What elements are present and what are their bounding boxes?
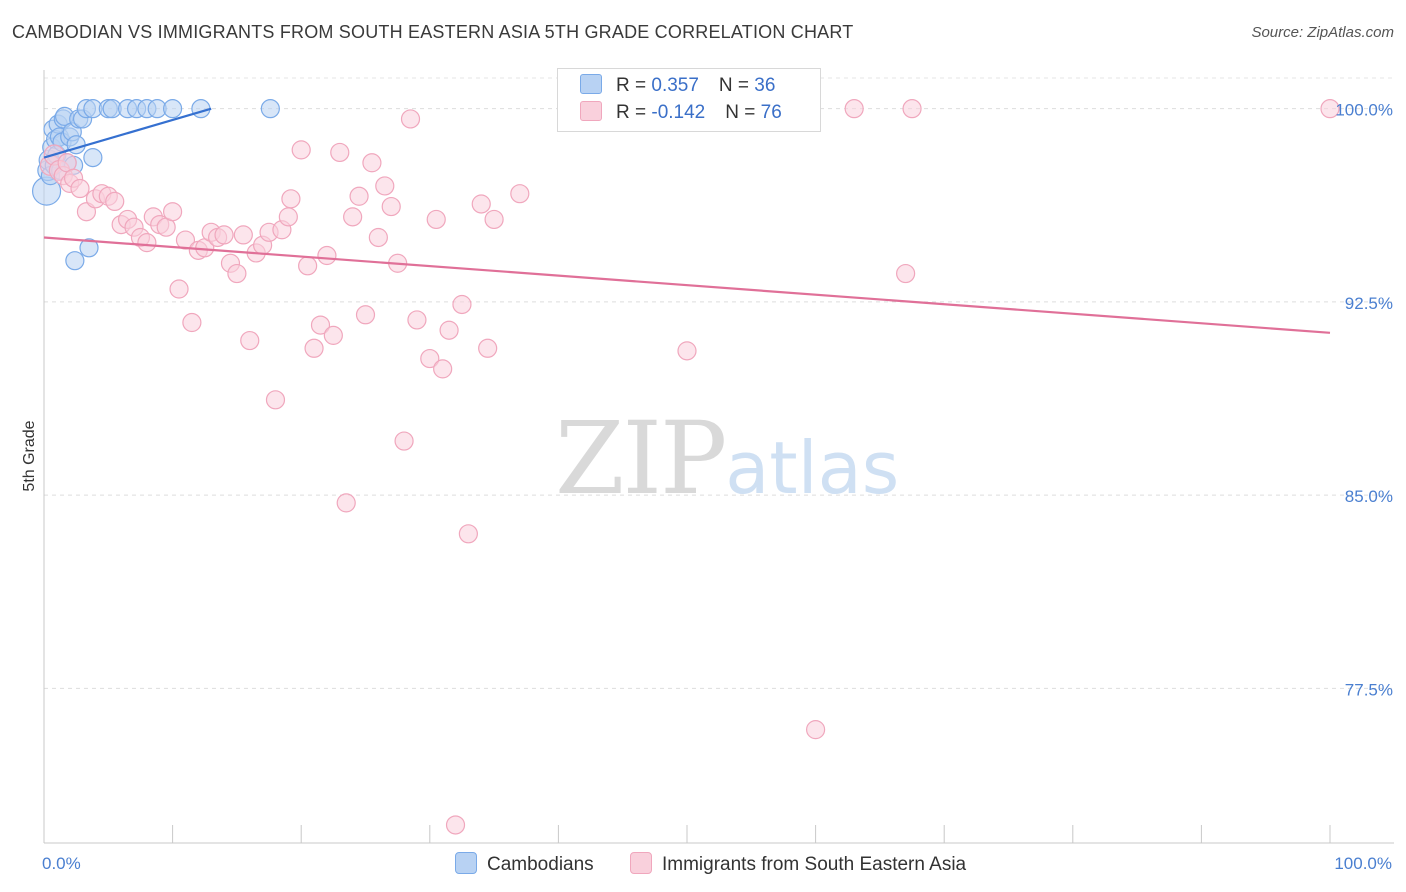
- immigrants-point: [896, 263, 916, 284]
- watermark: ZIPatlas: [555, 400, 899, 517]
- y-tick-label: 92.5%: [1345, 294, 1393, 313]
- cambodians-point: [260, 99, 280, 119]
- immigrants-point: [163, 202, 183, 222]
- y-axis-title: 5th Grade: [21, 420, 38, 491]
- immigrants-point: [278, 207, 298, 227]
- legend-box: R = 0.357 N = 36 R = -0.142 N = 76: [557, 68, 821, 132]
- series-layer: [31, 99, 1340, 835]
- immigrants-point: [355, 305, 376, 325]
- immigrants-point: [1320, 99, 1340, 119]
- immigrants-point: [105, 191, 125, 212]
- immigrants-point: [452, 294, 472, 315]
- source-label: Source: ZipAtlas.com: [1251, 24, 1394, 41]
- cambodians-point: [191, 99, 211, 119]
- legend-n-label: N =: [718, 75, 755, 96]
- immigrants-point: [233, 225, 253, 245]
- immigrants-point: [137, 233, 157, 253]
- immigrants-point: [310, 315, 331, 335]
- immigrants-point: [343, 207, 363, 227]
- immigrants-point: [433, 359, 453, 379]
- legend-r-label: R =: [616, 102, 652, 123]
- bottom-legend-label: Cambodians: [487, 854, 594, 875]
- legend-r-value: -0.142: [651, 102, 706, 123]
- bottom-legend-immigrants: Immigrants from South Eastern Asia: [630, 852, 966, 876]
- immigrants-point: [426, 209, 446, 230]
- legend-n-value: 76: [760, 102, 782, 123]
- cambodians-point: [65, 251, 85, 271]
- immigrants-point: [182, 312, 202, 333]
- immigrants-point: [317, 245, 337, 266]
- tick-labels: 100.0% 92.5% 85.0% 77.5% 0.0% 100.0% 5th Grade: [21, 101, 1393, 873]
- bottom-legend-cambodians: Cambodians: [455, 852, 594, 876]
- chart-title: CAMBODIAN VS IMMIGRANTS FROM SOUTH EASTE…: [12, 22, 854, 42]
- immigrants-point: [349, 186, 369, 206]
- y-tick-label: 100.0%: [1335, 101, 1393, 120]
- bottom-legend-swatch-immigrants: [630, 852, 652, 874]
- immigrants-point: [439, 320, 459, 340]
- immigrants-point: [510, 184, 530, 204]
- immigrants-point: [330, 142, 350, 163]
- immigrants-point: [281, 189, 301, 209]
- x-tick-label: 0.0%: [42, 854, 81, 873]
- immigrants-point: [420, 348, 440, 369]
- immigrants-point: [394, 431, 414, 451]
- bottom-legend-swatch-cambodians: [455, 852, 477, 874]
- immigrants-point: [458, 524, 478, 544]
- immigrants-trend-line: [43, 236, 1331, 334]
- immigrants-point: [484, 209, 504, 230]
- legend-n-label: N =: [725, 102, 761, 123]
- immigrants-point: [805, 720, 826, 740]
- immigrants-point: [298, 256, 318, 276]
- immigrants-point: [227, 263, 247, 284]
- immigrants-point: [407, 310, 427, 330]
- immigrants-point: [323, 325, 343, 345]
- watermark-atlas: atlas: [725, 426, 900, 510]
- y-tick-label: 85.0%: [1345, 487, 1393, 506]
- legend-row-immigrants: R = -0.142 N = 76: [580, 101, 782, 127]
- immigrants-point: [844, 99, 864, 119]
- grid-lines: [44, 77, 1394, 689]
- cambodians-point: [163, 99, 183, 119]
- trend-lines: [43, 107, 1331, 334]
- cambodians-point: [79, 238, 99, 258]
- immigrants-point: [471, 194, 491, 214]
- immigrants-point: [677, 341, 697, 361]
- immigrants-point: [169, 279, 189, 299]
- immigrants-point: [240, 330, 260, 351]
- immigrants-point: [381, 196, 401, 217]
- legend-row-cambodians: R = 0.357 N = 36: [580, 74, 775, 100]
- immigrants-point: [400, 109, 421, 129]
- legend-n-value: 36: [754, 75, 776, 96]
- immigrants-point: [368, 227, 388, 248]
- cambodians-trend-line: [43, 107, 212, 159]
- immigrants-point: [291, 140, 311, 160]
- legend-swatch-cambodians: [580, 74, 602, 94]
- immigrants-point: [70, 178, 90, 199]
- immigrants-point: [902, 99, 922, 119]
- axes: [43, 70, 1394, 844]
- legend-r-label: R =: [616, 75, 652, 96]
- immigrants-point: [265, 390, 286, 410]
- immigrants-point: [214, 225, 234, 245]
- y-tick-label: 77.5%: [1345, 680, 1393, 699]
- legend-swatch-immigrants: [580, 101, 602, 121]
- cambodians-point: [83, 148, 103, 168]
- x-tick-label: 100.0%: [1334, 854, 1392, 873]
- immigrants-point: [478, 338, 498, 358]
- watermark-zip: ZIP: [555, 400, 727, 517]
- immigrants-point: [304, 338, 324, 358]
- bottom-legend-label: Immigrants from South Eastern Asia: [662, 854, 967, 875]
- legend-r-value: 0.357: [651, 75, 699, 96]
- immigrants-point: [445, 815, 466, 835]
- immigrants-point: [362, 153, 382, 173]
- immigrants-point: [375, 176, 395, 196]
- immigrants-point: [336, 493, 356, 513]
